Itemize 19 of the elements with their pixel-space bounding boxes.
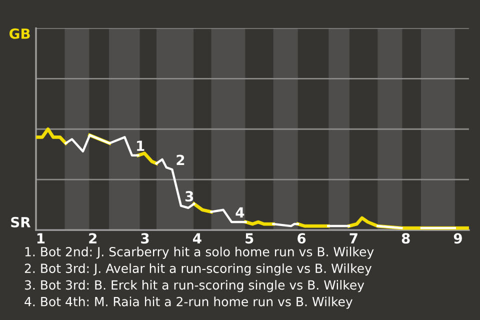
annotation: 3 xyxy=(185,191,194,202)
x-tick-label: 7 xyxy=(350,233,358,244)
x-tick-label: 1 xyxy=(37,233,45,244)
text: GB xyxy=(10,28,30,39)
x-tick-label: 2 xyxy=(89,233,96,244)
text: SR xyxy=(11,216,31,228)
x-tick-label: 6 xyxy=(298,233,306,244)
x-tick-label: 5 xyxy=(246,233,254,244)
x-tick-label: 3 xyxy=(141,233,149,244)
text: 4. Bot 4th: M. Raia hit a 2-run home run vs B. Wilkey xyxy=(24,296,352,309)
text: 3. Bot 3rd: B. Erck hit a run-scoring single vs B. Wilkey xyxy=(24,280,364,292)
x-tick-label: 4 xyxy=(192,233,202,244)
x-tick-label: 9 xyxy=(454,233,462,244)
text: 1. Bot 2nd: J. Scarberry hit a solo home run vs B. Wilkey xyxy=(25,246,374,259)
annotation: 4 xyxy=(236,207,244,218)
annotation: 1 xyxy=(137,140,144,151)
x-tick-label: 8 xyxy=(402,233,410,244)
annotation: 2 xyxy=(176,154,184,166)
text: 2. Bot 3rd: J. Avelar hit a run-scoring single vs B. Wilkey xyxy=(24,263,372,276)
